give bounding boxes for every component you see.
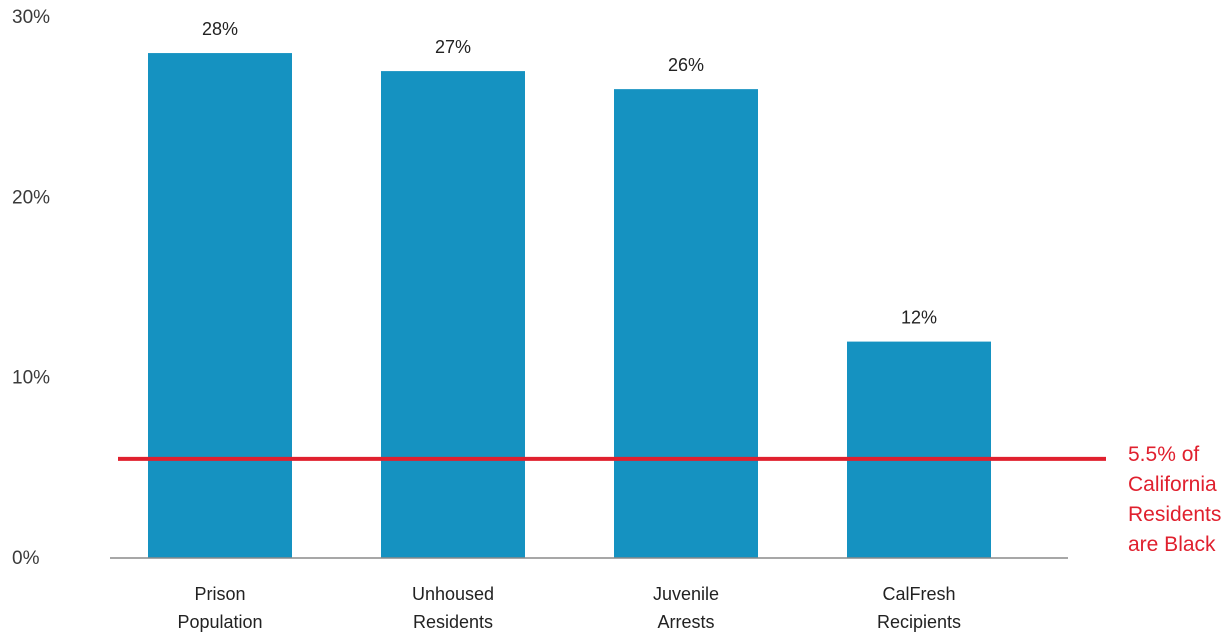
bar	[614, 89, 758, 558]
x-category-label: Prison	[194, 584, 245, 604]
x-category-label: CalFresh	[882, 584, 955, 604]
y-tick-label: 30%	[12, 7, 50, 28]
bar-value-label: 12%	[901, 308, 937, 328]
reference-line-label: California	[1128, 473, 1217, 496]
reference-line-label: are Black	[1128, 533, 1216, 556]
reference-line-label: 5.5% of	[1128, 443, 1199, 466]
x-category-label: Unhoused	[412, 584, 494, 604]
reference-line-label: Residents	[1128, 503, 1221, 526]
bar-value-label: 27%	[435, 37, 471, 57]
y-tick-label: 10%	[12, 368, 50, 389]
x-category-label: Residents	[413, 612, 493, 632]
bar-value-label: 28%	[202, 19, 238, 39]
bar	[381, 71, 525, 558]
x-category-label: Population	[177, 612, 262, 632]
bar	[148, 53, 292, 559]
bar-value-label: 26%	[668, 55, 704, 75]
bar	[847, 341, 991, 558]
x-category-label: Juvenile	[653, 584, 719, 604]
y-tick-label: 0%	[12, 548, 40, 569]
x-category-label: Recipients	[877, 612, 961, 632]
y-tick-label: 20%	[12, 187, 50, 208]
x-category-label: Arrests	[657, 612, 714, 632]
